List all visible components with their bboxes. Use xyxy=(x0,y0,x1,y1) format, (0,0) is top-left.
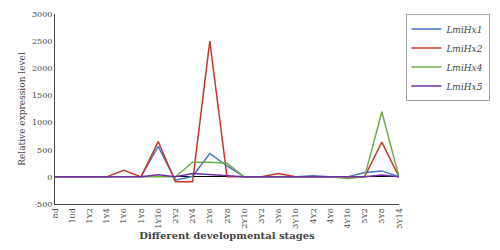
svg-text:Different developmental stages: Different developmental stages xyxy=(139,230,315,241)
svg-text:LmiHx1: LmiHx1 xyxy=(445,25,482,35)
svg-text:3000: 3000 xyxy=(32,10,52,19)
svg-text:2Y2: 2Y2 xyxy=(171,208,180,223)
svg-text:2000: 2000 xyxy=(32,64,52,73)
svg-text:2Y8: 2Y8 xyxy=(223,208,232,223)
svg-text:1Y6: 1Y6 xyxy=(119,208,128,223)
svg-text:1000: 1000 xyxy=(32,118,52,127)
svg-text:-500: -500 xyxy=(34,200,52,209)
svg-text:5Y14: 5Y14 xyxy=(395,208,404,229)
svg-text:2500: 2500 xyxy=(32,37,52,46)
svg-text:3Y2: 3Y2 xyxy=(257,208,266,223)
svg-text:10d: 10d xyxy=(68,208,77,223)
svg-text:5Y2: 5Y2 xyxy=(360,208,369,223)
svg-text:4Y10: 4Y10 xyxy=(343,208,352,229)
svg-text:1Y8: 1Y8 xyxy=(137,208,146,223)
svg-text:LmiHx5: LmiHx5 xyxy=(445,82,482,92)
svg-text:2Y10: 2Y10 xyxy=(240,208,249,229)
svg-text:1500: 1500 xyxy=(32,91,52,100)
svg-text:8d: 8d xyxy=(51,208,60,218)
svg-text:2Y6: 2Y6 xyxy=(205,208,214,223)
svg-text:500: 500 xyxy=(37,146,52,155)
svg-text:1Y2: 1Y2 xyxy=(85,208,94,223)
svg-text:5Y8: 5Y8 xyxy=(377,208,386,223)
svg-text:LmiHx2: LmiHx2 xyxy=(445,44,482,54)
svg-text:1Y10: 1Y10 xyxy=(154,208,163,229)
svg-text:LmiHx4: LmiHx4 xyxy=(445,63,482,73)
svg-text:0: 0 xyxy=(47,173,52,182)
svg-text:1Y4: 1Y4 xyxy=(102,208,111,223)
svg-text:4Y6: 4Y6 xyxy=(326,208,335,223)
svg-text:Relative expression level: Relative expression level xyxy=(17,52,27,166)
svg-text:2Y4: 2Y4 xyxy=(188,208,197,223)
svg-text:3Y6: 3Y6 xyxy=(274,208,283,223)
svg-text:4Y2: 4Y2 xyxy=(309,208,318,223)
svg-text:3Y10: 3Y10 xyxy=(291,208,300,229)
